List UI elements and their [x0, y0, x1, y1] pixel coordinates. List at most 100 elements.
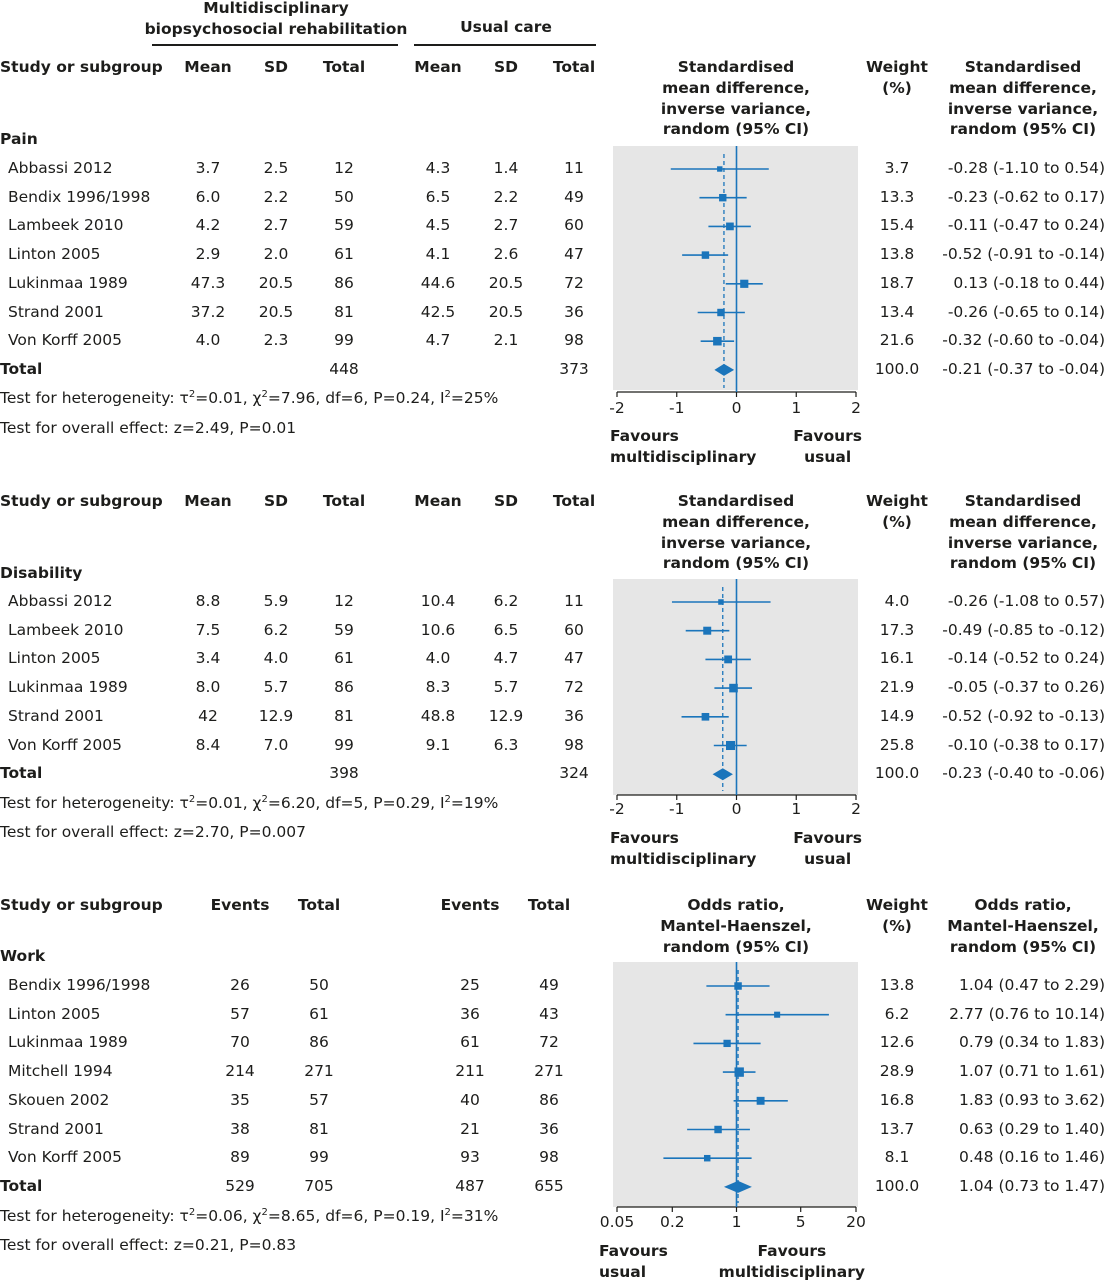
study-name: Lukinmaa 1989 — [8, 273, 128, 292]
value-total: 86 — [539, 1090, 559, 1109]
value-total: 86 — [309, 1033, 329, 1052]
value-ci: -0.28 (-1.10 to 0.54) — [947, 159, 1105, 177]
heterogeneity-text: =6.20, df=5, P=0.29, I — [267, 794, 445, 812]
value-weight: 6.2 — [884, 1004, 910, 1023]
value-ci: 2.77 (0.76 to 10.14) — [949, 1004, 1105, 1023]
study-name: Linton 2005 — [8, 245, 101, 264]
heterogeneity-text: =0.01, χ — [195, 794, 262, 812]
col-header-ci: Odds ratio, Mantel-Haenszel, random (95%… — [947, 896, 1099, 956]
value-total: 43 — [539, 1004, 559, 1023]
value-mean: 7.5 — [195, 620, 221, 639]
study-name: Mitchell 1994 — [8, 1062, 113, 1081]
study-name: Von Korff 2005 — [8, 735, 122, 754]
value-mean: 8.4 — [195, 735, 221, 754]
col-header-ci: Standardised mean difference, inverse va… — [947, 58, 1099, 139]
superscript: 2 — [261, 793, 268, 805]
value-sd: 2.1 — [493, 331, 519, 350]
study-name: Linton 2005 — [8, 1004, 101, 1023]
effect-square — [734, 1067, 744, 1077]
col-header-total: Total — [552, 58, 596, 76]
value-total: 271 — [304, 1062, 334, 1081]
value-events: 26 — [230, 976, 250, 994]
value-total: 98 — [539, 1148, 559, 1167]
col-header-total: Total — [527, 896, 571, 914]
col-header-mean: Mean — [414, 492, 462, 510]
col-header-weight: Weight (%) — [866, 896, 928, 935]
value-total: 72 — [564, 678, 584, 697]
value-ci: -0.26 (-0.65 to 0.14) — [947, 302, 1105, 321]
value-mean: 3.7 — [195, 159, 221, 177]
effect-square — [729, 683, 738, 693]
value-mean: 8.8 — [195, 592, 221, 610]
effect-square — [714, 1125, 722, 1134]
heterogeneity-text: =19% — [450, 794, 499, 812]
value-mean: 8.0 — [195, 678, 221, 697]
col-header-events: Events — [440, 896, 500, 914]
superscript: 2 — [188, 1206, 196, 1218]
value-total: 271 — [534, 1062, 564, 1081]
value-sd: 5.7 — [263, 678, 289, 697]
value-sd: 20.5 — [488, 302, 524, 321]
value-ci: -0.14 (-0.52 to 0.24) — [947, 649, 1105, 668]
heterogeneity-text: Test for heterogeneity: τ — [0, 389, 189, 407]
value-mean: 4.7 — [425, 331, 451, 350]
value-weight: 28.9 — [879, 1062, 915, 1081]
study-name: Bendix 1996/1998 — [8, 187, 151, 206]
effect-square — [724, 655, 733, 664]
superscript: 2 — [188, 793, 196, 805]
value-weight: 14.9 — [879, 706, 915, 725]
value-events: 57 — [230, 1004, 250, 1023]
value-mean: 3.4 — [195, 649, 221, 668]
value-events: 38 — [230, 1119, 250, 1138]
value-weight: 12.6 — [879, 1033, 915, 1052]
value-weight: 13.8 — [879, 245, 915, 264]
favours-left-label: Favours usual — [599, 1242, 668, 1281]
value-total: 60 — [564, 216, 584, 235]
group-rule-control — [414, 44, 596, 46]
value-mean: 8.3 — [425, 678, 451, 697]
heterogeneity-test: Test for heterogeneity: τ2=0.01, χ2=6.20… — [0, 793, 499, 812]
value-mean: 4.0 — [425, 649, 451, 668]
effect-square — [726, 740, 736, 751]
col-header-study: Study or subgroup — [0, 896, 163, 914]
col-header-total: Total — [552, 492, 596, 510]
value-mean: 9.1 — [425, 735, 451, 754]
value-sd: 6.3 — [493, 735, 519, 754]
value-ci: -0.05 (-0.37 to 0.26) — [947, 678, 1105, 697]
col-header-study: Study or subgroup — [0, 58, 163, 76]
value-total: 57 — [309, 1090, 329, 1109]
col-header-sd: SD — [493, 492, 519, 510]
value-total: 99 — [309, 1148, 329, 1167]
value-weight: 100.0 — [874, 359, 920, 378]
favours-right-label: Favours usual — [793, 829, 862, 868]
value-events: 61 — [460, 1033, 480, 1052]
value-ci: -0.23 (-0.62 to 0.17) — [947, 187, 1105, 206]
value-ci: -0.52 (-0.91 to -0.14) — [942, 245, 1105, 264]
col-header-effect: Standardised mean difference, inverse va… — [660, 58, 812, 139]
x-tick-label: 1 — [732, 1213, 742, 1231]
col-header-sd: SD — [263, 58, 289, 76]
value-sd: 7.0 — [263, 735, 289, 754]
col-header-ci: Standardised mean difference, inverse va… — [947, 492, 1099, 573]
value-total: 50 — [334, 187, 354, 206]
value-weight: 100.0 — [874, 764, 920, 783]
value-weight: 25.8 — [879, 735, 915, 754]
col-header-mean: Mean — [184, 58, 232, 76]
value-events: 529 — [225, 1176, 255, 1195]
col-header-weight: Weight (%) — [866, 492, 928, 531]
value-weight: 13.3 — [879, 187, 915, 206]
x-tick-label: 0.2 — [660, 1213, 685, 1231]
forest-plot-area — [613, 962, 858, 1207]
superscript: 2 — [188, 388, 196, 400]
value-total: 81 — [334, 302, 354, 321]
study-name: Abbassi 2012 — [8, 159, 113, 177]
x-tick-label: 0 — [732, 399, 742, 417]
value-mean: 4.2 — [195, 216, 221, 235]
value-total: 98 — [564, 735, 584, 754]
heterogeneity-test: Test for heterogeneity: τ2=0.01, χ2=7.96… — [0, 388, 498, 407]
value-total: 81 — [334, 706, 354, 725]
pooled-diamond — [714, 363, 735, 376]
value-total: 655 — [534, 1176, 564, 1195]
study-name: Strand 2001 — [8, 1119, 104, 1138]
value-sd: 2.0 — [263, 245, 289, 264]
